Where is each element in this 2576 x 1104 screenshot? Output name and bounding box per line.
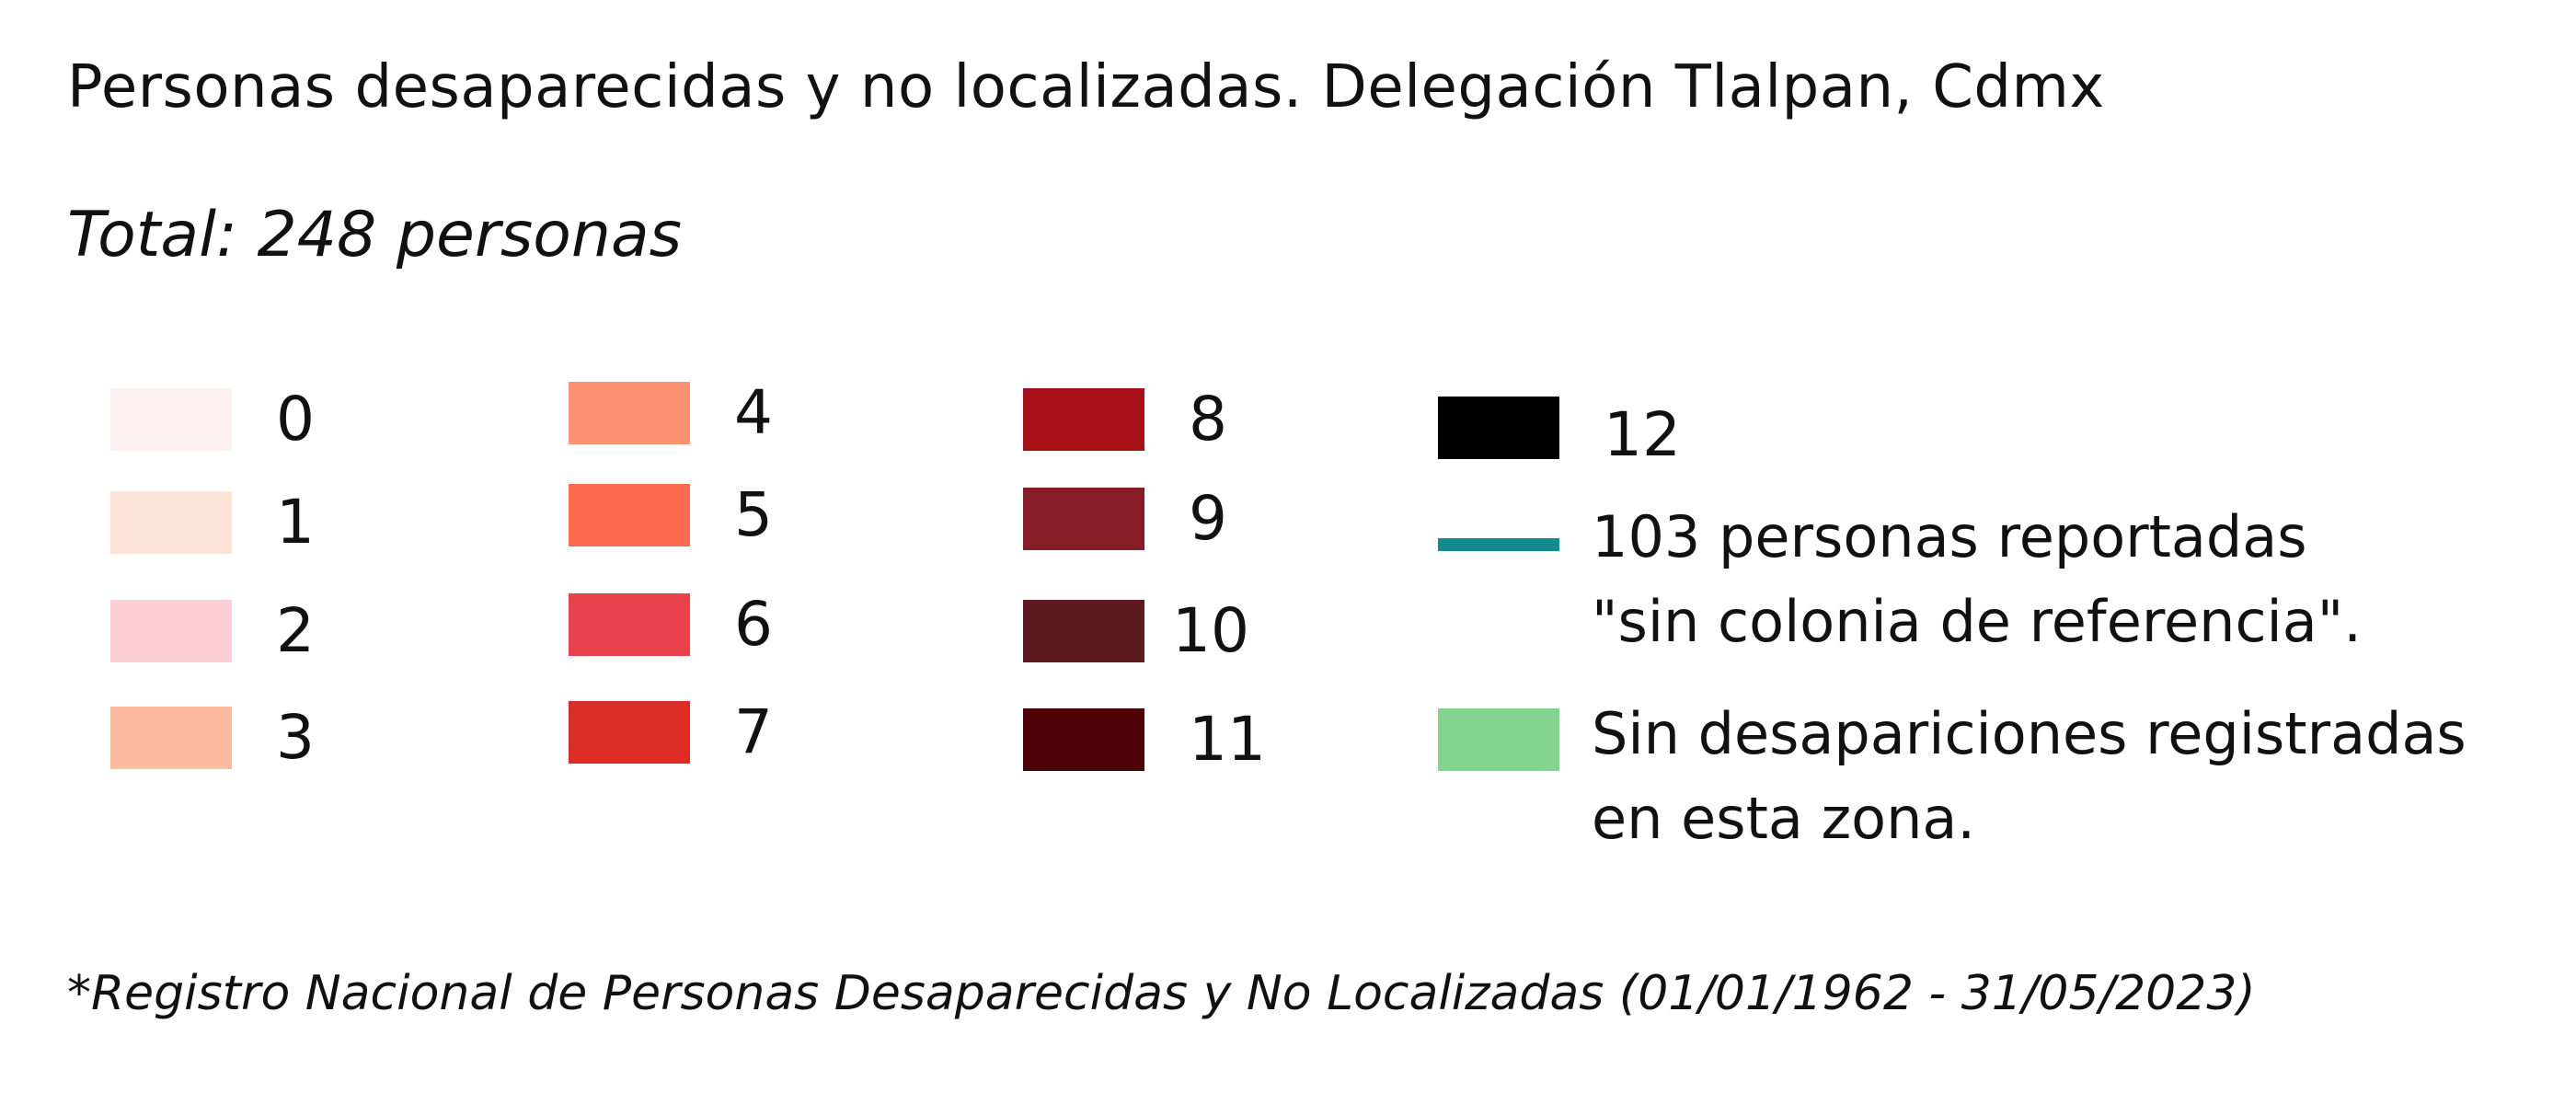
chart-subtitle: Total: 248 personas — [67, 199, 683, 271]
legend-item-1: 1 — [110, 491, 315, 554]
legend-item-8: 8 — [1023, 388, 1227, 451]
legend-swatch-7 — [569, 701, 690, 764]
legend-swatch-9 — [1023, 488, 1144, 550]
legend-label-8: 8 — [1189, 384, 1227, 454]
legend-label-sin-colonia: 103 personas reportadas "sin colonia de … — [1592, 495, 2362, 664]
legend-item-7: 7 — [569, 701, 773, 764]
legend-item-0: 0 — [110, 388, 315, 451]
legend-item-9: 9 — [1023, 488, 1227, 550]
sin-colonia-line-1: 103 personas reportadas — [1592, 503, 2307, 570]
legend-label-7: 7 — [734, 696, 773, 767]
legend-label-10: 10 — [1172, 595, 1249, 666]
legend-swatch-3 — [110, 707, 232, 769]
legend-item-10: 10 — [1023, 600, 1249, 662]
legend-label-3: 3 — [276, 702, 315, 773]
legend-label-4: 4 — [734, 377, 773, 448]
legend-swatch-12 — [1438, 397, 1559, 459]
legend-item-sin-desapariciones — [1438, 708, 1559, 771]
legend-label-1: 1 — [276, 487, 315, 558]
legend-label-6: 6 — [734, 589, 773, 660]
legend-item-sin-colonia — [1438, 538, 1559, 551]
legend-item-6: 6 — [569, 593, 773, 656]
legend-label-0: 0 — [276, 384, 315, 454]
legend-item-12: 12 — [1438, 390, 1681, 466]
sin-desapariciones-line-1: Sin desapariciones registradas — [1592, 700, 2467, 767]
legend-label-5: 5 — [734, 479, 773, 550]
sin-desapariciones-line-2: en esta zona. — [1592, 785, 1976, 852]
legend-swatch-8 — [1023, 388, 1144, 451]
legend-item-3: 3 — [110, 707, 315, 769]
legend-label-9: 9 — [1189, 483, 1227, 554]
legend-label-12: 12 — [1604, 399, 1681, 470]
legend-item-5: 5 — [569, 484, 773, 546]
legend-line-sin-colonia — [1438, 538, 1559, 551]
sin-colonia-line-2: "sin colonia de referencia". — [1592, 588, 2362, 655]
legend-swatch-10 — [1023, 600, 1144, 662]
legend-label-sin-desapariciones: Sin desapariciones registradas en esta z… — [1592, 692, 2467, 861]
legend-label-2: 2 — [276, 595, 315, 666]
legend-swatch-1 — [110, 491, 232, 554]
chart-title: Personas desaparecidas y no localizadas.… — [67, 53, 2105, 121]
legend-label-11: 11 — [1189, 704, 1266, 775]
legend-item-2: 2 — [110, 600, 315, 662]
legend-swatch-11 — [1023, 708, 1144, 771]
legend-swatch-2 — [110, 600, 232, 662]
legend-item-11: 11 — [1023, 708, 1266, 771]
legend-swatch-sin-desapariciones — [1438, 708, 1559, 771]
legend-swatch-4 — [569, 382, 690, 444]
legend-item-4: 4 — [569, 382, 773, 444]
legend-swatch-6 — [569, 593, 690, 656]
legend-swatch-0 — [110, 388, 232, 451]
source-note: *Registro Nacional de Personas Desaparec… — [67, 966, 2256, 1021]
legend-swatch-5 — [569, 484, 690, 546]
